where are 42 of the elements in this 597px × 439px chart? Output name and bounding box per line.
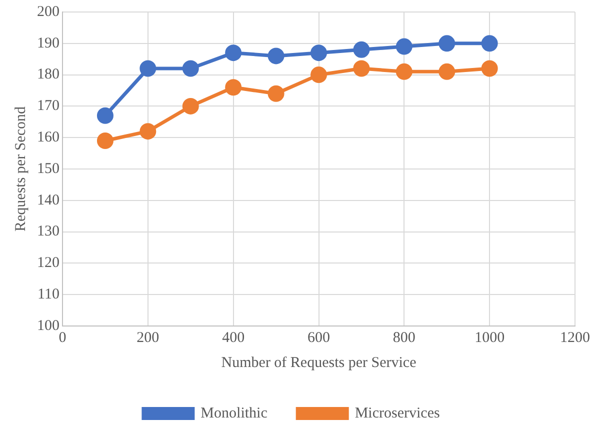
legend-label: Monolithic [200,405,268,422]
legend-label: Microservices [354,405,440,422]
point [353,60,370,77]
point [96,132,114,149]
point [438,35,456,52]
point [225,79,242,96]
x-tick-label: 1000 [474,330,505,346]
x-tick-label: 800 [392,330,416,346]
x-tick-label: 600 [308,330,330,346]
y-tick-label: 150 [37,160,60,177]
y-tick-label: 100 [37,318,60,334]
x-tick-label: 400 [222,330,245,346]
y-axis-title: Requests per Second [12,106,29,232]
point [268,85,284,102]
y-tick-label: 200 [37,4,60,20]
point [140,60,156,77]
point [182,98,199,114]
point [310,44,327,62]
y-tick-label: 140 [37,192,60,208]
y-tick-label: 120 [37,255,60,272]
point [481,35,498,52]
y-tick-label: 170 [37,98,60,114]
x-tick-label: 0 [58,330,66,346]
y-tick-label: 190 [37,35,60,52]
y-tick-label: 110 [38,286,60,303]
x-tick-label: 200 [136,330,160,346]
point [438,63,456,80]
point [353,41,370,58]
point [96,107,114,124]
point [182,60,199,77]
y-tick-label: 160 [37,130,60,146]
point [268,48,284,64]
y-tick-label: 180 [37,66,60,83]
point [396,63,412,80]
point [481,60,498,77]
y-tick-label: 130 [37,224,60,240]
point [140,123,156,140]
x-axis-title: Number of Requests per Service [221,354,417,371]
x-tick-label: 1200 [560,330,590,346]
point [310,66,327,84]
point [225,44,242,62]
point [396,38,412,55]
